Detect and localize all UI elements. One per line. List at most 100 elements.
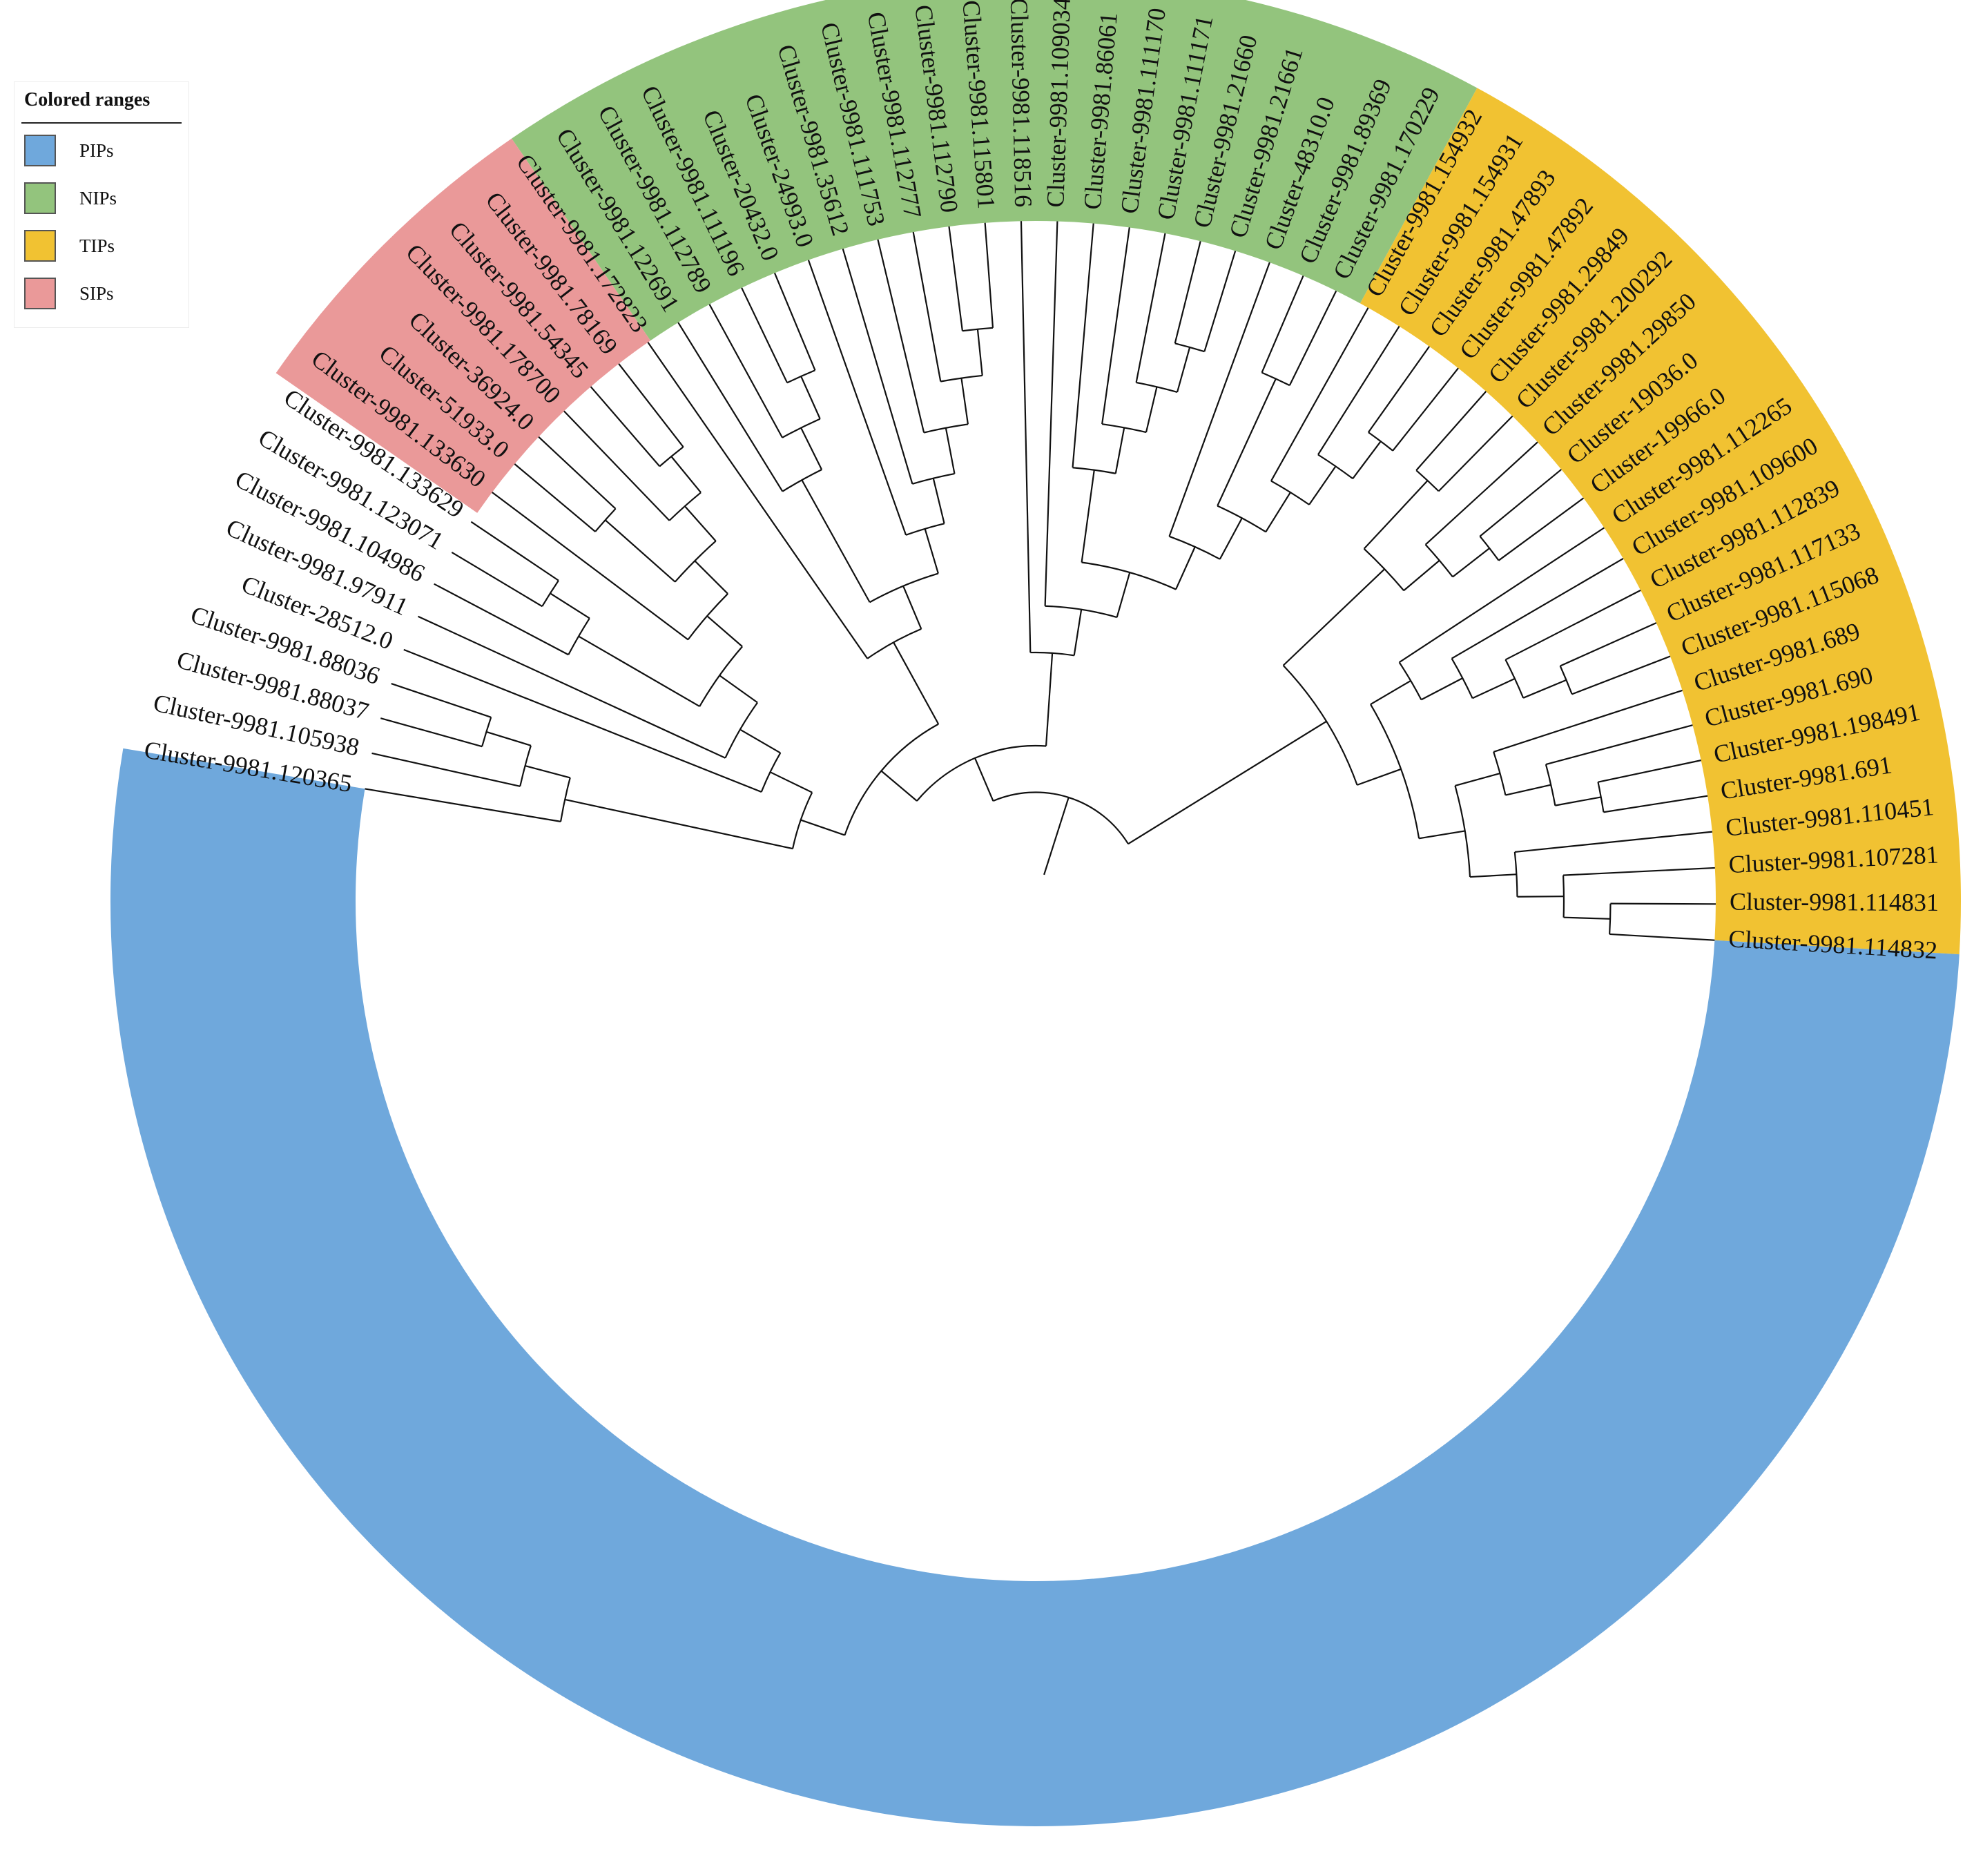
leaf-branch — [1424, 441, 1538, 545]
internal-branch — [525, 765, 571, 779]
internal-branch — [719, 675, 758, 704]
internal-branch — [800, 376, 821, 420]
clade-arc-3 — [844, 723, 939, 835]
leaf-branch — [1504, 589, 1641, 661]
leaf-branch — [1598, 760, 1701, 783]
clade-arc-30 — [1081, 561, 1177, 590]
leaf-branch — [1317, 325, 1400, 456]
clade-range-tips — [1360, 88, 1962, 955]
legend-item-pips: PIPs — [24, 132, 183, 171]
internal-branch — [801, 479, 871, 603]
leaf-branch — [677, 322, 784, 492]
leaf-branch — [1135, 233, 1166, 383]
clade-arc-37 — [1261, 371, 1290, 387]
legend-swatch-pips — [24, 135, 56, 166]
leaf-branch — [708, 304, 784, 438]
clade-arc-50 — [1559, 666, 1573, 695]
leaf-branch — [1493, 689, 1683, 753]
leaf-branch — [647, 342, 869, 659]
clade-arc-56 — [1562, 875, 1565, 918]
leaf-branch — [1168, 262, 1270, 537]
clade-arc-24 — [912, 472, 955, 485]
internal-branch — [880, 770, 918, 802]
clade-arc-33 — [1136, 381, 1178, 394]
internal-branch — [670, 456, 701, 494]
internal-branch — [1081, 470, 1095, 563]
internal-branch — [924, 528, 939, 574]
clade-arc-35 — [1169, 535, 1221, 560]
clade-arc-8 — [760, 752, 782, 793]
internal-branch — [1054, 797, 1070, 842]
leaf-branch — [1072, 223, 1094, 468]
legend-label-sips: SIPs — [79, 283, 114, 304]
leaf-branch — [470, 521, 559, 581]
internal-branch — [1517, 896, 1564, 898]
internal-branch — [1357, 768, 1402, 786]
leaf-branch — [984, 222, 994, 328]
internal-branch — [604, 519, 676, 583]
clade-ranges — [110, 0, 1962, 1826]
internal-branch — [1420, 677, 1463, 701]
clade-arc-55 — [1513, 851, 1518, 897]
clade-arc-34 — [1174, 342, 1205, 353]
leaf-branch — [492, 492, 689, 641]
leaf-branch — [948, 226, 964, 331]
clade-arc-46 — [1370, 704, 1420, 839]
leaf-branch — [877, 239, 925, 433]
internal-branch — [739, 728, 781, 754]
tree-branches — [365, 221, 1716, 941]
internal-branch — [694, 560, 728, 594]
leaf-branch — [1415, 391, 1487, 471]
leaf-branch — [1610, 902, 1716, 905]
internal-branch — [1217, 378, 1277, 507]
legend-item-nips: NIPs — [24, 180, 183, 218]
internal-branch — [945, 427, 956, 474]
clade-arc-57 — [1609, 903, 1612, 934]
leaf-branch — [1203, 251, 1237, 352]
clade-arc-16 — [668, 492, 701, 521]
clade-arc-41 — [1282, 665, 1358, 786]
internal-branch — [770, 771, 813, 793]
internal-branch — [893, 641, 940, 725]
internal-branch — [1469, 873, 1517, 878]
internal-branch — [550, 592, 590, 619]
legend-label-tips: TIPs — [79, 235, 115, 256]
internal-branch — [1116, 572, 1131, 618]
internal-branch — [1308, 465, 1337, 505]
legend-title: Colored ranges — [24, 89, 151, 110]
leaf-branch — [1399, 527, 1605, 664]
internal-branch — [1265, 492, 1291, 532]
clade-arc-32 — [1102, 423, 1147, 434]
leaf-branch — [403, 648, 762, 793]
leaf-branch — [741, 287, 788, 383]
leaf-branch — [912, 231, 942, 382]
clade-arc-23 — [905, 523, 945, 536]
legend-label-nips: NIPs — [79, 188, 117, 209]
leaf-branch — [1288, 290, 1337, 386]
internal-branch — [1505, 784, 1551, 796]
internal-branch — [1045, 652, 1054, 746]
leaf-branch — [590, 386, 661, 467]
clade-arc-14 — [674, 540, 717, 583]
clade-arc-40 — [1368, 432, 1393, 452]
clade-arc-6 — [519, 745, 532, 787]
clade-arc-44 — [1424, 544, 1453, 578]
internal-branch — [800, 819, 845, 836]
legend-divider — [21, 122, 182, 124]
legend-swatch-sips — [24, 278, 56, 309]
clade-arc-20 — [782, 469, 822, 492]
clade-arc-22 — [786, 369, 815, 384]
clade-arc-28 — [1030, 651, 1074, 657]
clade-arc-48 — [1451, 658, 1473, 699]
leaf-branch — [1174, 241, 1201, 344]
clade-arc-18 — [867, 628, 922, 659]
internal-branch — [1452, 548, 1490, 578]
internal-branch — [1043, 841, 1056, 876]
leaf-branch — [538, 436, 617, 510]
clade-arc-38 — [1270, 480, 1310, 505]
leaf-branch — [1603, 795, 1708, 813]
leaf-branch — [563, 410, 670, 521]
clade-arc-27 — [962, 327, 994, 332]
leaf-label: Cluster-9981.114831 — [1730, 888, 1939, 916]
